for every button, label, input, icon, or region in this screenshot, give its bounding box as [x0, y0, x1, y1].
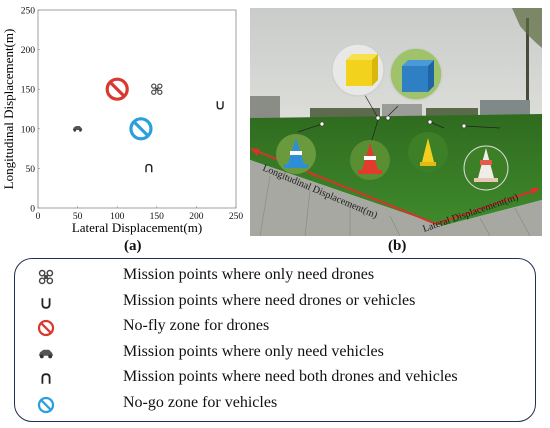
no-go-icon	[37, 396, 55, 413]
x-tick-label: 150	[150, 212, 165, 222]
x-tick-label: 250	[229, 212, 244, 222]
legend-item-label: Mission points where need drones or vehi…	[123, 291, 416, 309]
buildings	[250, 96, 530, 118]
blue-box-callout	[389, 47, 443, 101]
legend-item: Mission points where only need drones	[15, 265, 535, 289]
mark-propeller-icon	[151, 83, 163, 95]
grass-field	[250, 114, 542, 226]
x-axis-label: Lateral Displacement(m)	[72, 220, 202, 235]
legend-item: Mission points where need both drones an…	[15, 367, 535, 391]
legend: Mission points where only need drones Mis…	[14, 258, 536, 422]
y-tick-label: 100	[21, 125, 36, 135]
pavement-tiles	[259, 175, 531, 236]
yellow-cone-callout	[408, 132, 448, 172]
mark-car-icon	[72, 126, 83, 132]
field-photo: Longitudinal Displacement(m) Lateral Dis…	[250, 8, 542, 236]
x-tick-label: 0	[36, 212, 41, 222]
mark-cup-icon	[216, 101, 224, 110]
legend-item-label: No-go zone for vehicles	[123, 393, 278, 411]
y-tick-label: 50	[26, 165, 36, 175]
blue-cone-callout	[276, 134, 316, 174]
mark-no-go-icon	[129, 117, 153, 141]
mark-arch-icon	[145, 163, 153, 173]
legend-item-label: Mission points where only need vehicles	[123, 342, 384, 360]
plot-area	[37, 9, 237, 209]
legend-item-label: No-fly zone for drones	[123, 317, 270, 334]
y-tick-label: 250	[21, 7, 36, 17]
legend-item: No-go zone for vehicles	[15, 393, 535, 417]
legend-item-label: Mission points where only need drones	[123, 266, 375, 283]
pavement	[250, 160, 542, 236]
yellow-box-callout	[331, 43, 385, 97]
tree	[512, 8, 542, 118]
panel-b-label: (b)	[388, 238, 407, 254]
x-tick-label: 200	[189, 212, 204, 222]
y-ticks: 0 50 100 150 200 250	[21, 7, 40, 215]
x-tick-label: 100	[110, 212, 125, 222]
mission-marks	[72, 77, 224, 173]
mission-map-plot: 0 50 100 150 200 250 0 50 100 150 200 250 Lateral …	[1, 7, 244, 236]
arch-icon	[41, 373, 51, 384]
red-cone-callout	[350, 140, 390, 180]
y-axis-label: Longitudinal Displacement(m)	[1, 29, 16, 190]
white-cone-callout	[463, 145, 509, 191]
x-ticks: 0 50 100 150 200 250	[36, 206, 244, 222]
y-tick-label: 0	[30, 205, 35, 215]
legend-item: Mission points where only need vehicles	[15, 342, 535, 366]
y-tick-label: 200	[21, 46, 36, 56]
y-tick-label: 150	[21, 86, 36, 96]
legend-item: Mission points where need drones or vehi…	[15, 291, 535, 315]
no-fly-icon	[37, 319, 55, 337]
cup-icon	[41, 297, 51, 309]
panel-a-label: (a)	[124, 238, 142, 254]
legend-item-label: Mission points where need both drones an…	[123, 368, 458, 385]
x-tick-label: 50	[73, 212, 83, 222]
mark-no-fly-icon	[105, 77, 129, 101]
legend-item: No-fly zone for drones	[15, 316, 535, 340]
car-icon	[38, 349, 54, 358]
propeller-icon	[38, 269, 54, 285]
